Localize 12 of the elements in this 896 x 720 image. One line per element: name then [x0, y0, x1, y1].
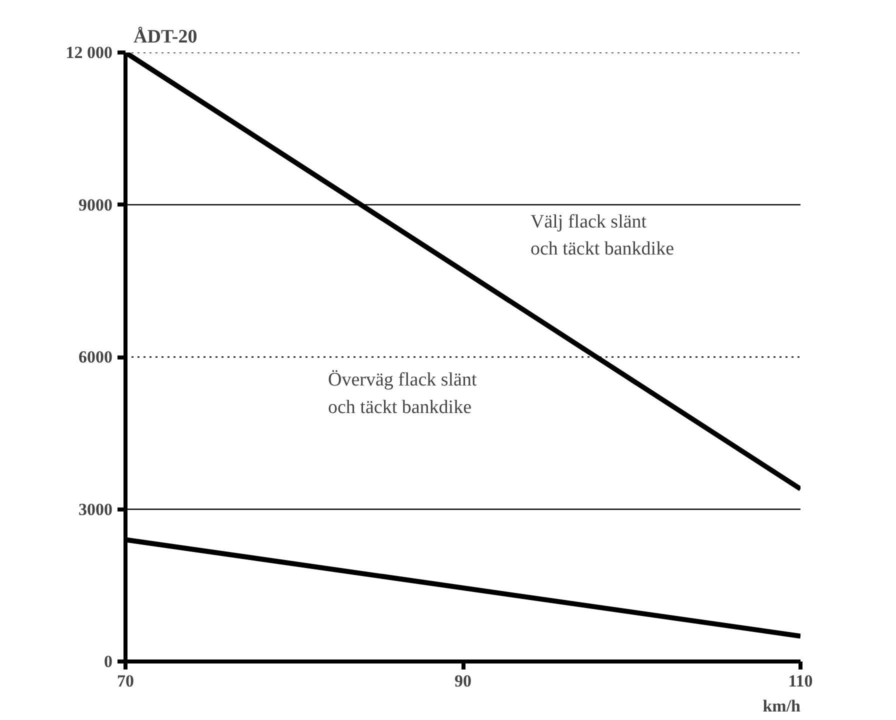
y-tick-label: 6000: [78, 348, 112, 366]
y-tick-label: 0: [104, 652, 112, 671]
y-axis-title: ÅDT-20: [134, 26, 198, 48]
y-tick-label: 3000: [78, 500, 112, 519]
x-tick-label: 70: [117, 672, 134, 690]
annotation: Välj flack slänt och täckt bankdike: [530, 211, 674, 260]
y-tick-label: 12 000: [66, 43, 112, 62]
x-tick-label: 110: [788, 672, 813, 690]
annotation: Överväg flack slänt och täckt bankdike: [328, 370, 478, 418]
y-tick-label: 9000: [78, 195, 112, 214]
x-tick-label: 90: [454, 672, 472, 690]
x-axis-title: km/h: [762, 696, 802, 716]
